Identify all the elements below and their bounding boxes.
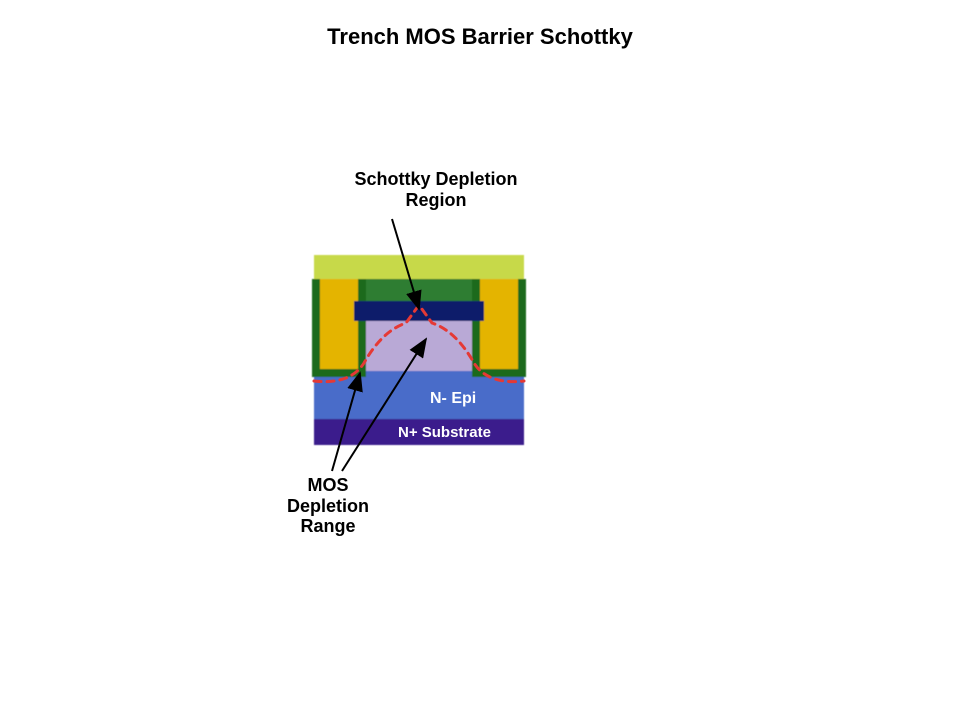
trench-left-metal xyxy=(320,279,358,369)
schottky-depletion-label: Schottky Depletion Region xyxy=(326,169,546,210)
nsub-label: N+ Substrate xyxy=(398,424,491,441)
page-title: Trench MOS Barrier Schottky xyxy=(0,24,960,50)
nepi-label: N- Epi xyxy=(430,390,476,407)
tmbs-diagram: N- EpiN+ Substrate Schottky Depletion Re… xyxy=(254,175,584,555)
mos-depletion-label: MOS Depletion Range xyxy=(268,475,388,537)
trench-right-metal xyxy=(480,279,518,369)
